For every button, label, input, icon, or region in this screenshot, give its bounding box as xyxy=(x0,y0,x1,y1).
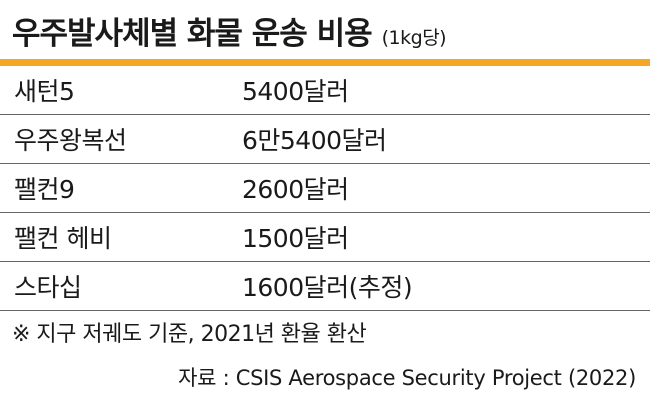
vehicle-name: 팰컨9 xyxy=(14,175,75,204)
table-row: 우주왕복선 6만5400달러 xyxy=(0,115,650,164)
footnote: ※ 지구 저궤도 기준, 2021년 환율 환산 xyxy=(12,322,367,347)
cost-value: 6만5400달러 xyxy=(242,126,387,155)
table-row: 팰컨9 2600달러 xyxy=(0,164,650,213)
cost-value: 1500달러 xyxy=(242,224,349,253)
accent-divider xyxy=(0,59,650,66)
source-credit: 자료 : CSIS Aerospace Security Project (20… xyxy=(178,366,636,390)
chart-title: 우주발사체별 화물 운송 비용 (1kg당) xyxy=(12,8,447,52)
cost-value: 5400달러 xyxy=(242,77,349,106)
table-row: 팰컨 헤비 1500달러 xyxy=(0,213,650,262)
cost-table: 새턴5 5400달러 우주왕복선 6만5400달러 팰컨9 2600달러 팰컨 … xyxy=(0,66,650,311)
vehicle-name: 팰컨 헤비 xyxy=(14,224,112,253)
table-row: 스타십 1600달러(추정) xyxy=(0,262,650,311)
vehicle-name: 새턴5 xyxy=(14,77,75,106)
table-row: 새턴5 5400달러 xyxy=(0,66,650,115)
page-title: 우주발사체별 화물 운송 비용 xyxy=(12,16,373,52)
vehicle-name: 스타십 xyxy=(14,273,82,302)
title-unit: (1kg당) xyxy=(381,27,447,49)
cost-value: 2600달러 xyxy=(242,175,349,204)
vehicle-name: 우주왕복선 xyxy=(14,126,127,155)
cost-value: 1600달러(추정) xyxy=(242,273,413,302)
